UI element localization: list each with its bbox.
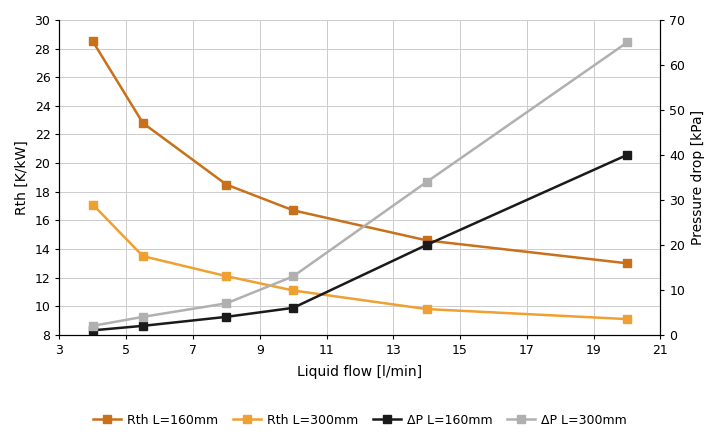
Rth L=160mm [289,208,297,213]
ΔP L=300mm [289,274,297,279]
Line: ΔP L=160mm: ΔP L=160mm [89,151,631,334]
Rth L=160mm [89,39,97,44]
Rth L=160mm [139,120,148,126]
ΔP L=300mm [89,323,97,328]
ΔP L=160mm [139,323,148,328]
Rth L=300mm [423,307,431,312]
ΔP L=160mm [289,305,297,311]
Line: ΔP L=300mm: ΔP L=300mm [89,39,631,330]
Rth L=300mm [222,274,230,279]
X-axis label: Liquid flow [l/min]: Liquid flow [l/min] [297,365,423,379]
ΔP L=300mm [423,179,431,184]
Rth L=300mm [289,288,297,293]
Rth L=300mm [139,254,148,259]
ΔP L=300mm [222,301,230,306]
Line: Rth L=300mm: Rth L=300mm [89,201,631,323]
Y-axis label: Rth [K/kW]: Rth [K/kW] [15,140,29,215]
ΔP L=160mm [623,152,631,158]
Line: Rth L=160mm: Rth L=160mm [89,38,631,267]
ΔP L=160mm [423,242,431,247]
Rth L=300mm [89,202,97,207]
Rth L=160mm [222,182,230,187]
ΔP L=300mm [139,314,148,319]
Rth L=160mm [423,238,431,243]
ΔP L=160mm [222,314,230,319]
ΔP L=300mm [623,40,631,45]
Rth L=300mm [623,317,631,322]
ΔP L=160mm [89,328,97,333]
Rth L=160mm [623,261,631,266]
Y-axis label: Pressure drop [kPa]: Pressure drop [kPa] [691,110,705,245]
Legend: Rth L=160mm, Rth L=300mm, ΔP L=160mm, ΔP L=300mm: Rth L=160mm, Rth L=300mm, ΔP L=160mm, ΔP… [88,409,632,432]
